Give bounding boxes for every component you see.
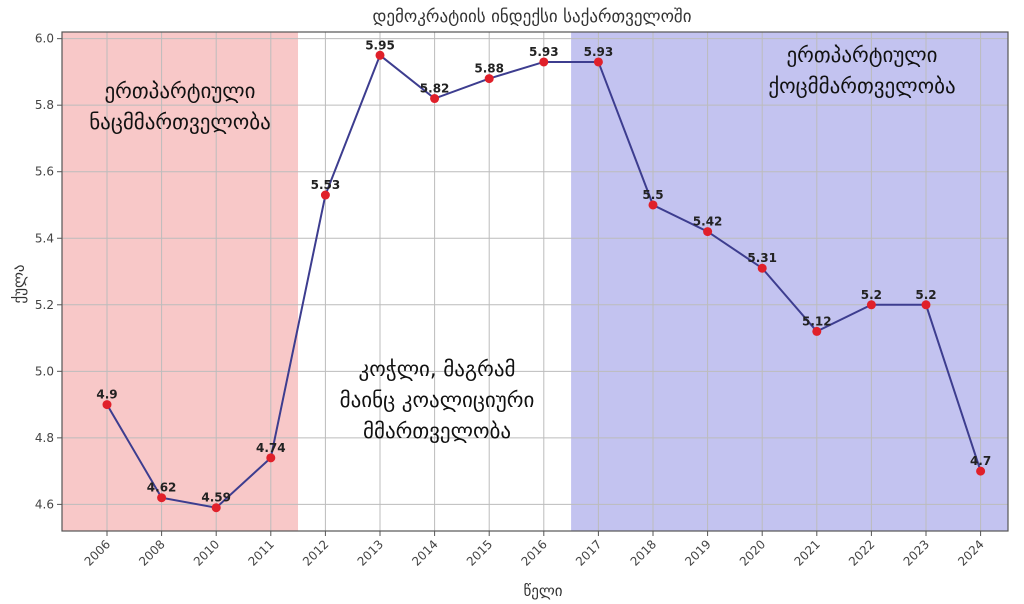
data-point-2013 <box>375 50 385 60</box>
data-label-2014: 5.82 <box>420 82 450 96</box>
data-point-2008 <box>157 493 167 503</box>
plot-frame <box>61 31 1009 532</box>
data-point-2017 <box>593 57 603 67</box>
x-tick-label: 2016 <box>518 537 549 568</box>
data-label-2008: 4.62 <box>147 481 177 495</box>
region-label-1-line-1: ერთპარტიული <box>104 79 255 103</box>
grid-lines <box>62 32 1008 531</box>
x-tick-label: 2012 <box>300 537 331 568</box>
data-label-2012: 5.53 <box>311 178 341 192</box>
data-label-2023: 5.2 <box>915 288 936 302</box>
y-tick-label: 6.0 <box>35 32 54 46</box>
y-tick-label: 5.2 <box>35 298 54 312</box>
x-tick-label: 2018 <box>628 537 659 568</box>
data-point-2024 <box>976 466 986 476</box>
x-tick-label: 2017 <box>573 537 604 568</box>
data-label-2015: 5.88 <box>474 62 504 76</box>
data-point-2022 <box>866 300 876 310</box>
x-tick-label: 2019 <box>682 537 713 568</box>
data-point-2015 <box>484 74 494 84</box>
region-label-3-line-1: ერთპარტიული <box>786 43 937 67</box>
data-point-2019 <box>703 227 713 237</box>
data-point-2014 <box>430 94 440 104</box>
data-point-2021 <box>812 326 822 336</box>
region-label-2-line-3: მმართველობა <box>363 419 511 443</box>
data-labels: 4.9 4.62 4.59 4.74 5.53 5.95 5.82 5.88 5.93 5.93 5… <box>96 38 991 504</box>
region-label-3-line-2: ქოცმმართველობა <box>768 74 955 98</box>
y-tick-label: 4.6 <box>35 497 54 511</box>
data-point-2012 <box>320 190 330 200</box>
region-label-2-line-2: მაინც კოალიციური <box>340 388 535 412</box>
region-band-1 <box>62 32 299 531</box>
data-label-2013: 5.95 <box>365 38 395 52</box>
x-tick-label: 2024 <box>955 537 986 568</box>
x-tick-label: 2023 <box>901 537 932 568</box>
x-tick-label: 2015 <box>464 537 495 568</box>
region-label-2-line-1: კოჭლი, მაგრამ <box>359 357 516 381</box>
background-regions <box>62 32 1008 531</box>
y-tick-label: 5.8 <box>35 98 54 112</box>
data-label-2006: 4.9 <box>96 388 117 402</box>
data-markers <box>102 50 986 513</box>
region-band-3 <box>571 32 1008 531</box>
x-tick-label: 2011 <box>245 537 276 568</box>
data-point-2020 <box>757 263 767 273</box>
data-label-2021: 5.12 <box>802 314 832 328</box>
x-tick-label: 2010 <box>191 537 222 568</box>
x-tick-label: 2020 <box>737 537 768 568</box>
y-tick-label: 5.0 <box>35 364 54 378</box>
data-label-2010: 4.59 <box>201 491 231 505</box>
region-labels: ერთპარტიული ნაცმმართველობა კოჭლი, მაგრამ მა… <box>89 43 955 443</box>
data-label-2019: 5.42 <box>693 215 723 229</box>
x-tick-label: 2021 <box>791 537 822 568</box>
x-axis-title: წელი <box>523 582 562 600</box>
data-point-2016 <box>539 57 549 67</box>
data-label-2011: 4.74 <box>256 441 286 455</box>
data-label-2020: 5.31 <box>747 251 777 265</box>
data-point-2010 <box>211 503 221 513</box>
y-tick-label: 5.6 <box>35 165 54 179</box>
region-label-1-line-2: ნაცმმართველობა <box>89 110 271 134</box>
x-tick-label: 2022 <box>846 537 877 568</box>
x-tick-label: 2013 <box>355 537 386 568</box>
data-label-2016: 5.93 <box>529 45 559 59</box>
data-label-2018: 5.5 <box>642 188 663 202</box>
x-tick-label: 2008 <box>136 537 167 568</box>
x-tick-label: 2014 <box>409 537 440 568</box>
data-point-2018 <box>648 200 658 210</box>
y-tick-label: 4.8 <box>35 431 54 445</box>
x-tick-label: 2006 <box>82 537 113 568</box>
chart-title: დემოკრატიის ინდექსი საქართველოში <box>372 7 691 27</box>
data-label-2024: 4.7 <box>970 454 991 468</box>
data-point-2023 <box>921 300 931 310</box>
y-axis-title: ქულა <box>10 264 28 303</box>
data-label-2022: 5.2 <box>861 288 882 302</box>
y-axis-ticks: 4.6 4.8 5.0 5.2 5.4 5.6 5.8 6.0 <box>35 32 62 511</box>
x-axis-ticks: 2006 2008 2010 2011 2012 2013 2014 2015 2016 2017… <box>82 531 987 569</box>
data-point-2011 <box>266 453 276 463</box>
data-label-2017: 5.93 <box>584 45 614 59</box>
y-tick-label: 5.4 <box>35 231 54 245</box>
data-point-2006 <box>102 400 112 410</box>
